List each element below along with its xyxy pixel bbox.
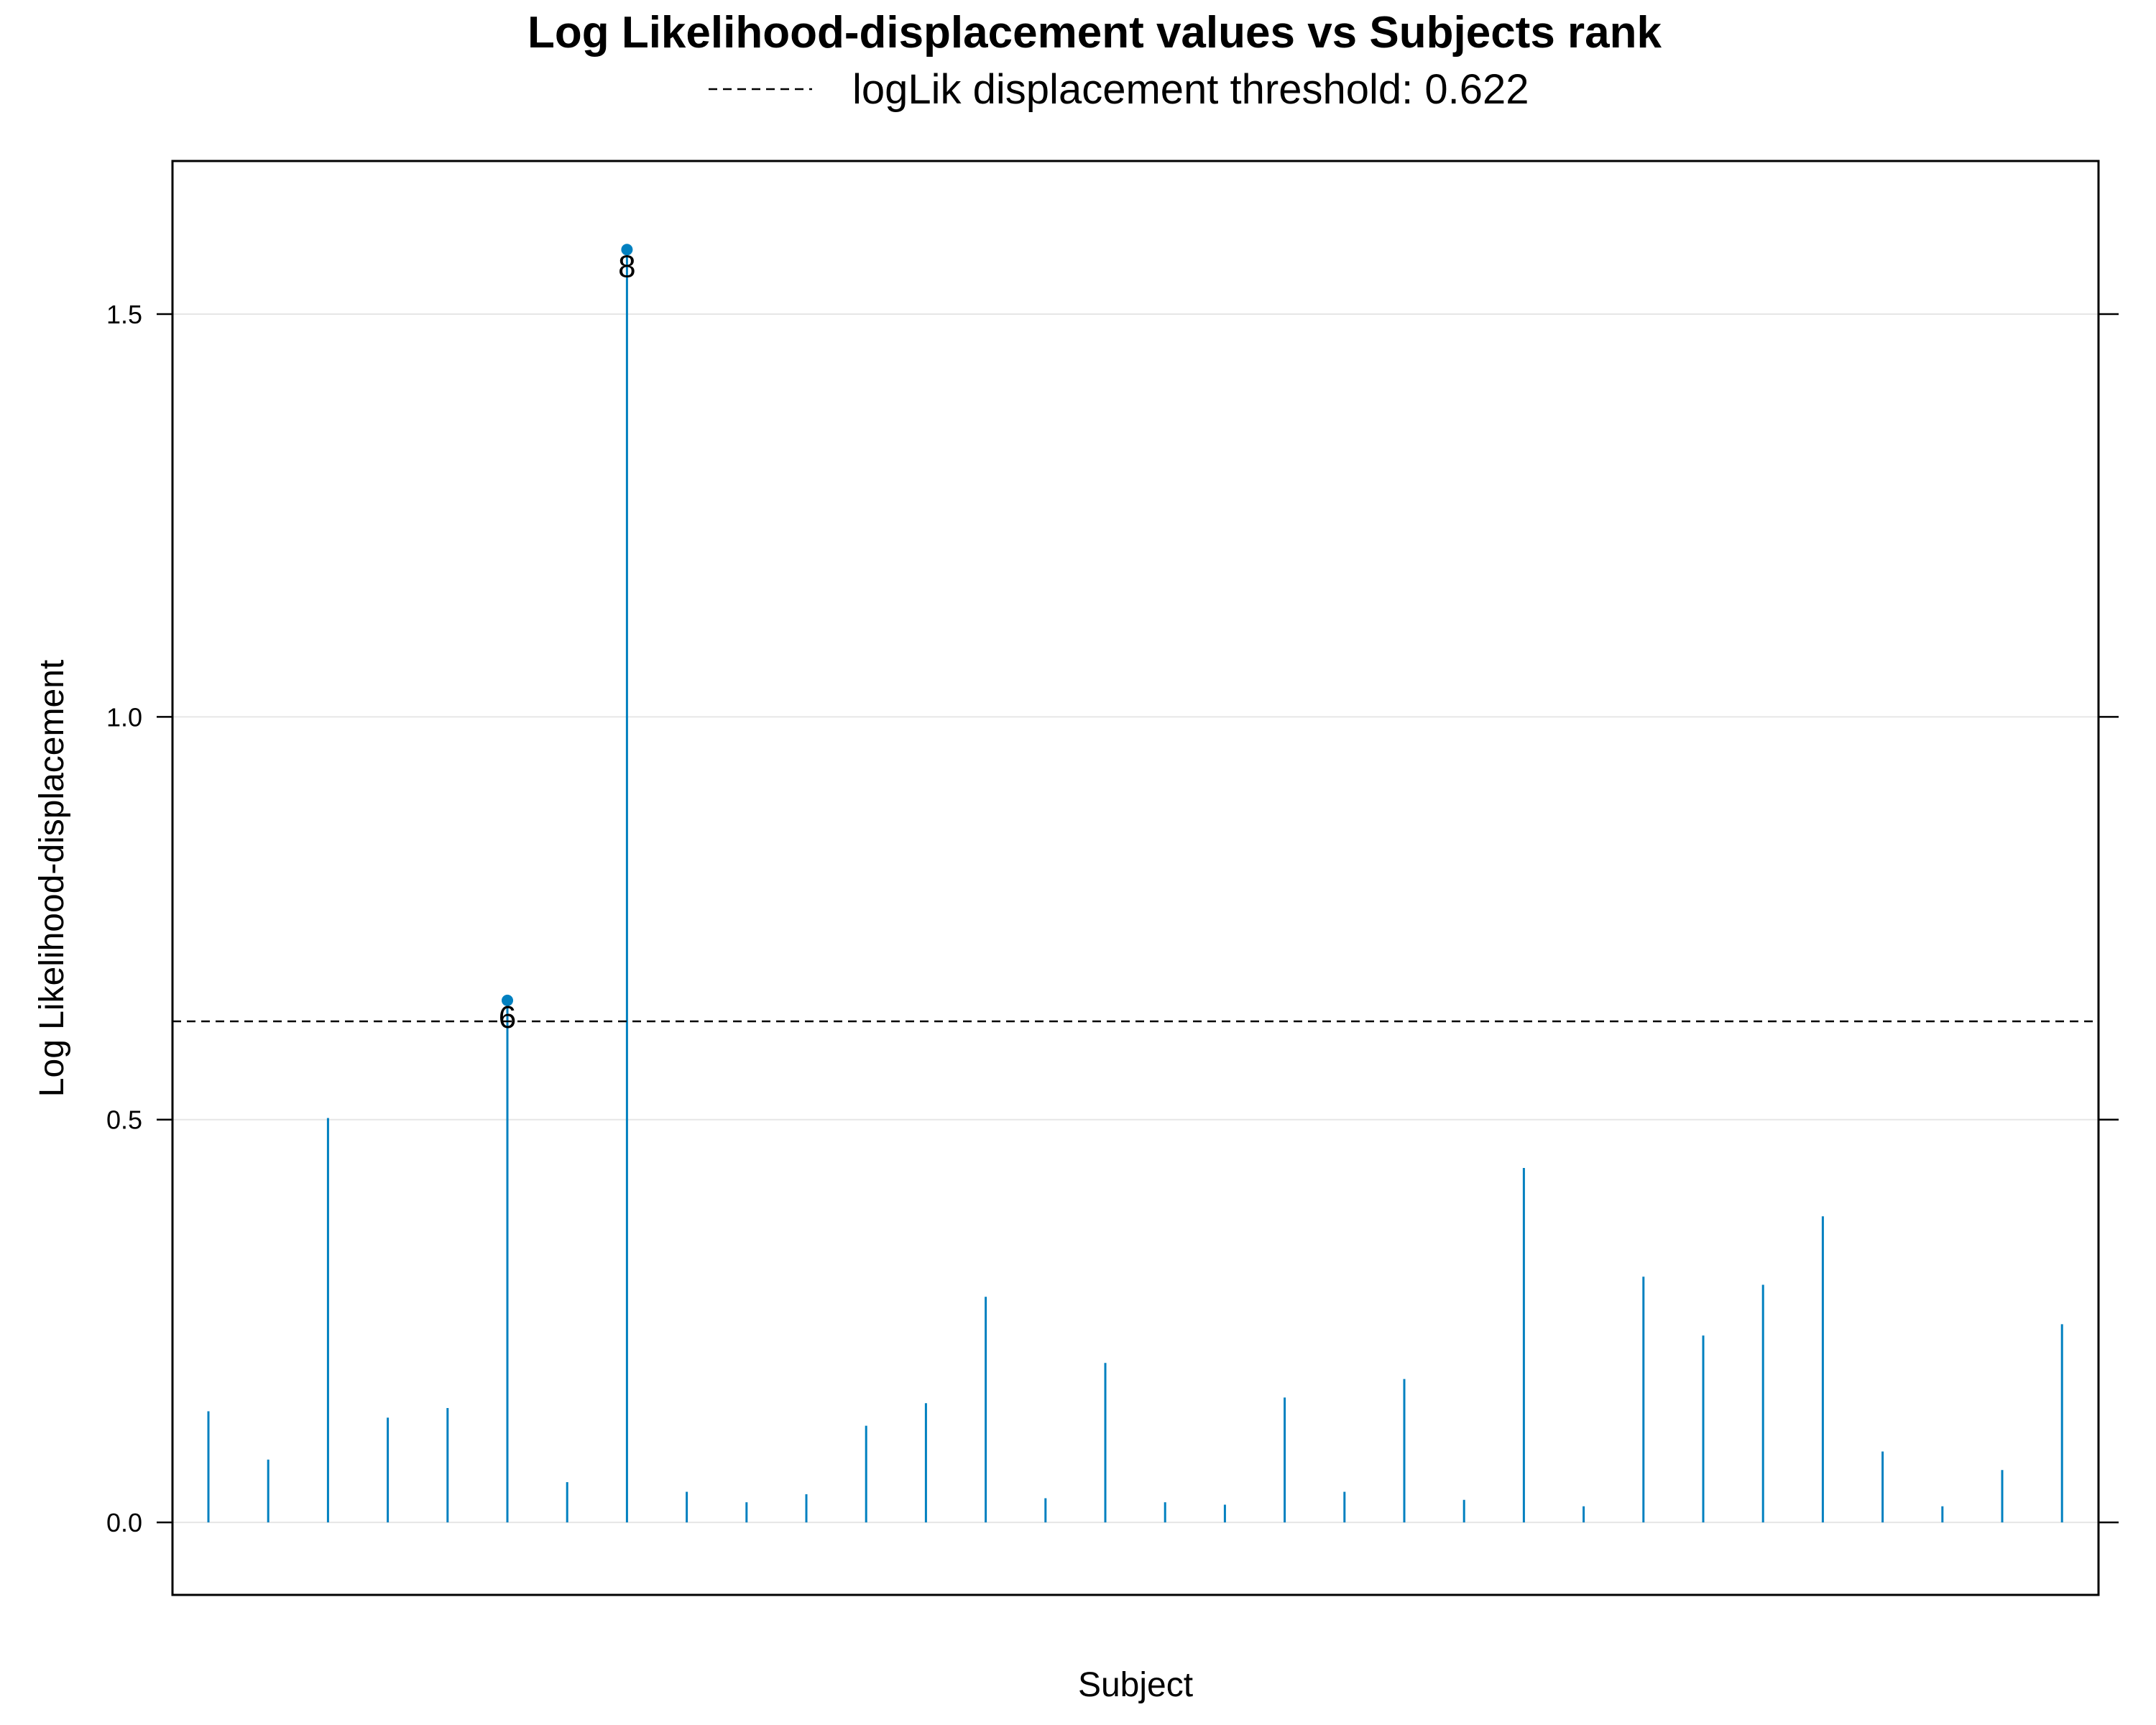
stems bbox=[207, 249, 2063, 1523]
outlier-point-6 bbox=[502, 994, 513, 1006]
chart-title: Log Likelihood-displacement values vs Su… bbox=[528, 8, 1662, 58]
plot-frame bbox=[171, 160, 2100, 1596]
y-tick-label: 0.0 bbox=[106, 1508, 142, 1537]
outlier-label-6: 6 bbox=[499, 1000, 516, 1035]
y-axis-label: Log Likelihood-displacement bbox=[33, 660, 71, 1097]
y-tick-label: 1.5 bbox=[106, 300, 142, 329]
legend-threshold-label: logLik displacement threshold: 0.622 bbox=[852, 66, 1529, 113]
y-axis: 0.0 0.5 1.0 1.5 bbox=[106, 300, 2119, 1537]
y-tick-label: 1.0 bbox=[106, 702, 142, 732]
y-tick-label: 0.5 bbox=[106, 1105, 142, 1135]
gridlines bbox=[172, 313, 2099, 1524]
outlier-point-8 bbox=[621, 244, 633, 256]
x-axis-label: Subject bbox=[1078, 1666, 1193, 1704]
points: 68 bbox=[499, 244, 636, 1035]
outlier-label-8: 8 bbox=[618, 249, 635, 284]
